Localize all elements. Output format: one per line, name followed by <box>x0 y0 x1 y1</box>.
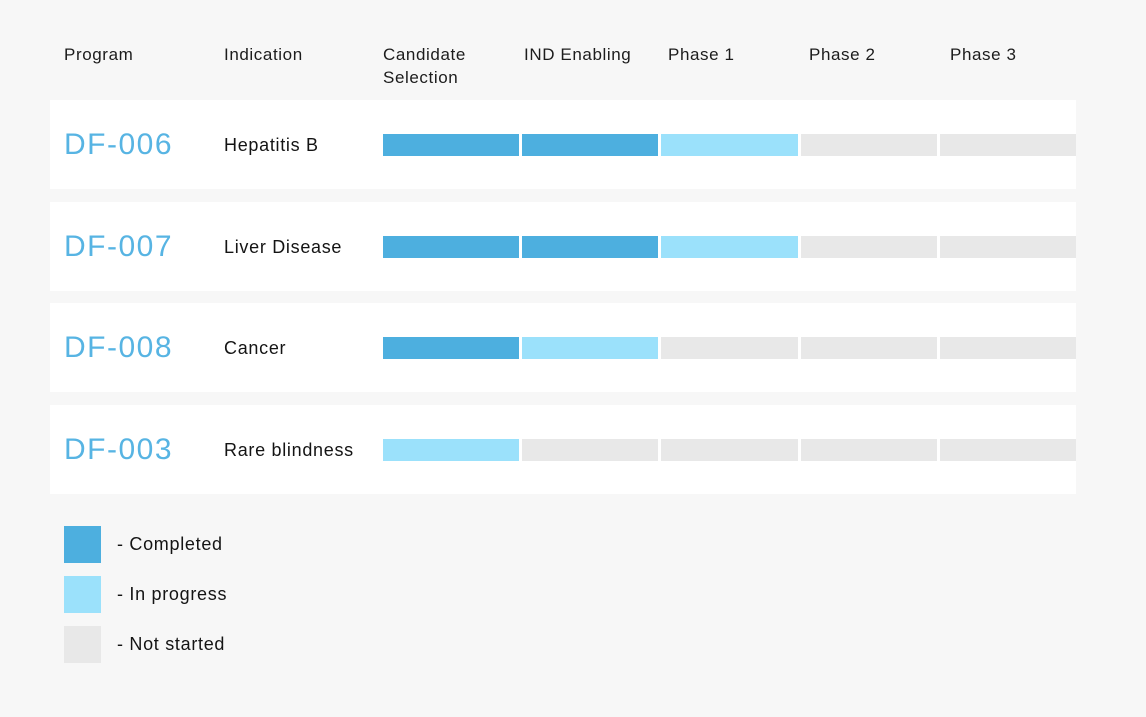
column-header-indication: Indication <box>224 45 303 64</box>
bar-segment-ind-enabling <box>522 336 659 359</box>
bar-segment-candidate-selection <box>383 336 520 359</box>
legend-label: - Completed <box>117 534 223 554</box>
indication-label: Rare blindness <box>224 439 354 460</box>
legend: - Completed - In progress - Not started <box>64 526 227 676</box>
progress-bar <box>383 336 1077 359</box>
legend-item-completed: - Completed <box>64 526 227 563</box>
bar-segment-phase-1 <box>661 438 798 461</box>
bar-segment-phase-1 <box>661 336 798 359</box>
legend-item-not-started: - Not started <box>64 626 227 663</box>
column-header-candidate-selection: Candidate Selection <box>383 45 466 88</box>
pipeline-row: DF-008 Cancer <box>50 303 1077 392</box>
legend-label: - In progress <box>117 584 228 604</box>
column-header-phase-2: Phase 2 <box>809 45 876 64</box>
bar-segment-phase-3 <box>939 235 1077 258</box>
bar-segment-phase-3 <box>939 336 1077 359</box>
legend-swatch-not-started <box>64 626 101 663</box>
program-code: DF-007 <box>64 229 174 263</box>
column-header-phase-1: Phase 1 <box>668 45 735 64</box>
bar-segment-phase-3 <box>939 438 1077 461</box>
column-header-phase-3: Phase 3 <box>950 45 1017 64</box>
indication-label: Hepatitis B <box>224 134 319 155</box>
legend-item-in-progress: - In progress <box>64 576 227 613</box>
bar-segment-phase-3 <box>939 133 1077 156</box>
progress-bar <box>383 438 1077 461</box>
bar-segment-candidate-selection <box>383 235 520 258</box>
bar-segment-ind-enabling <box>522 235 659 258</box>
legend-swatch-completed <box>64 526 101 563</box>
bar-segment-phase-2 <box>800 438 937 461</box>
indication-label: Liver Disease <box>224 236 343 257</box>
program-code: DF-006 <box>64 127 174 161</box>
bar-segment-candidate-selection <box>383 438 520 461</box>
bar-segment-phase-1 <box>661 235 798 258</box>
pipeline-row: DF-006 Hepatitis B <box>50 100 1077 189</box>
legend-label: - Not started <box>117 634 226 654</box>
progress-bar <box>383 133 1077 156</box>
legend-swatch-in-progress <box>64 576 101 613</box>
bar-segment-phase-2 <box>800 133 937 156</box>
bar-segment-ind-enabling <box>522 438 659 461</box>
program-code: DF-008 <box>64 330 174 364</box>
bar-segment-phase-2 <box>800 235 937 258</box>
bar-segment-candidate-selection <box>383 133 520 156</box>
progress-bar <box>383 235 1077 258</box>
bar-segment-phase-2 <box>800 336 937 359</box>
column-header-ind-enabling: IND Enabling <box>524 45 632 64</box>
pipeline-row: DF-007 Liver Disease <box>50 202 1077 291</box>
bar-segment-phase-1 <box>661 133 798 156</box>
indication-label: Cancer <box>224 337 287 358</box>
bar-segment-ind-enabling <box>522 133 659 156</box>
column-header-program: Program <box>64 45 134 64</box>
program-code: DF-003 <box>64 432 174 466</box>
pipeline-row: DF-003 Rare blindness <box>50 405 1077 494</box>
